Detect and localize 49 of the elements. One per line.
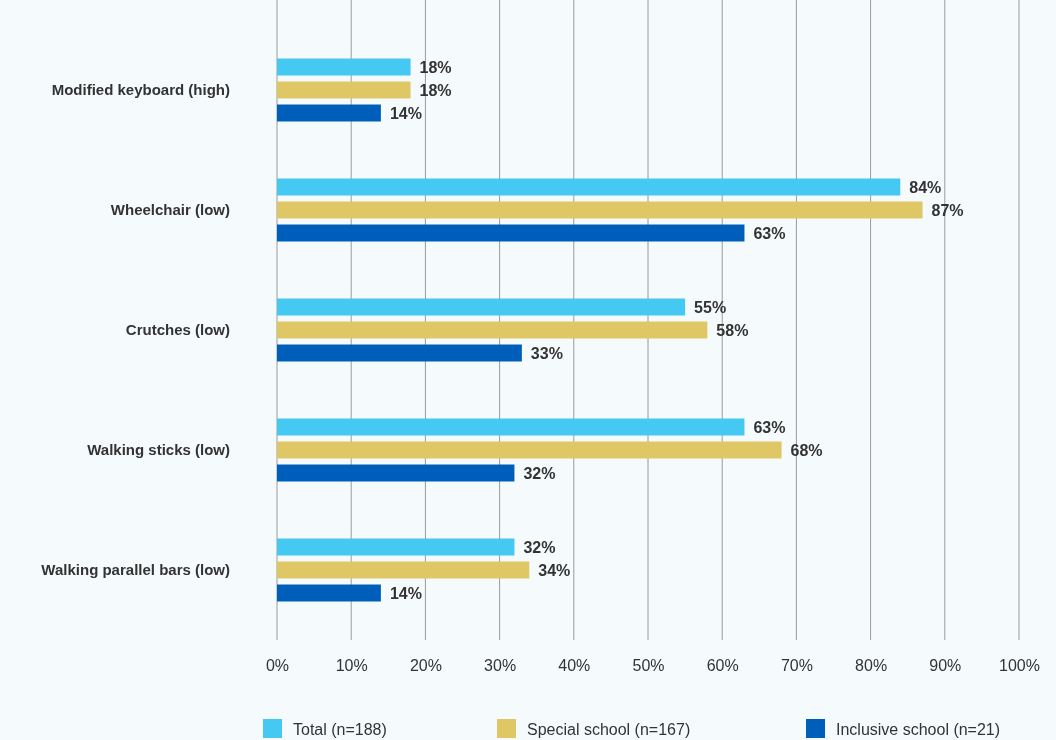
y-tick-label: Modified keyboard (high) xyxy=(51,80,230,98)
data-label: 14% xyxy=(389,105,422,122)
x-tick-label: 30% xyxy=(484,657,517,675)
x-tick-label: 20% xyxy=(409,657,442,675)
bar xyxy=(277,464,515,482)
x-tick-label: 60% xyxy=(706,657,739,675)
bar xyxy=(277,441,782,459)
data-label: 58% xyxy=(716,322,749,339)
data-label: 87% xyxy=(931,202,964,219)
bar xyxy=(277,104,381,122)
x-tick-label: 50% xyxy=(632,657,665,675)
data-label: 14% xyxy=(389,585,422,602)
data-label: 18% xyxy=(419,59,452,76)
data-label: 32% xyxy=(523,465,556,482)
data-label: 63% xyxy=(753,225,786,242)
data-label: 33% xyxy=(530,345,563,362)
bar xyxy=(277,418,745,436)
x-tick-label: 80% xyxy=(855,657,888,675)
legend-label: Total (n=188) xyxy=(293,721,387,738)
bar xyxy=(277,561,530,579)
data-label: 32% xyxy=(523,539,556,556)
bar xyxy=(277,58,411,76)
data-label: 68% xyxy=(790,442,823,459)
legend-label: Special school (n=167) xyxy=(527,721,691,738)
bar xyxy=(277,584,381,602)
x-tick-label: 100% xyxy=(999,657,1040,675)
bar xyxy=(277,538,515,556)
y-tick-label: Walking sticks (low) xyxy=(87,440,230,458)
data-label: 34% xyxy=(538,562,571,579)
data-label: 55% xyxy=(694,299,727,316)
data-label: 18% xyxy=(419,82,452,99)
legend-label: Inclusive school (n=21) xyxy=(836,721,1001,738)
x-tick-label: 70% xyxy=(780,657,813,675)
y-tick-label: Walking parallel bars (low) xyxy=(41,560,230,578)
x-tick-label: 10% xyxy=(335,657,368,675)
bar xyxy=(277,201,923,219)
data-label: 63% xyxy=(753,419,786,436)
x-tick-label: 90% xyxy=(929,657,962,675)
x-tick-label: 40% xyxy=(558,657,591,675)
y-tick-label: Wheelchair (low) xyxy=(110,200,230,218)
bar xyxy=(277,178,901,196)
bar xyxy=(277,298,686,316)
y-tick-label: Crutches (low) xyxy=(125,320,230,338)
bar xyxy=(277,224,745,242)
data-label: 84% xyxy=(909,179,942,196)
bar xyxy=(277,344,522,362)
bar xyxy=(277,81,411,99)
bar xyxy=(277,321,708,339)
x-tick-label: 0% xyxy=(265,657,290,675)
